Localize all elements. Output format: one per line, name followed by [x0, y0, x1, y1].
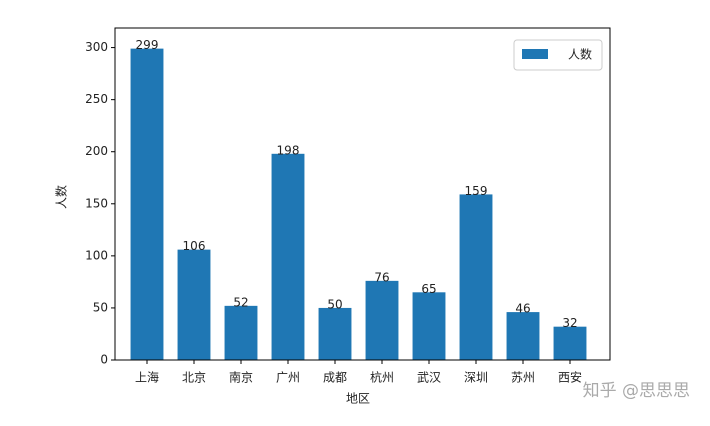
value-label: 106 [183, 239, 206, 253]
value-label: 52 [233, 295, 248, 309]
value-label: 65 [421, 282, 436, 296]
bar [318, 307, 352, 360]
y-tick-label: 150 [85, 196, 108, 210]
legend-swatch [522, 49, 548, 59]
y-tick-label: 250 [85, 92, 108, 106]
value-label: 198 [277, 143, 300, 157]
x-axis-label: 地区 [346, 392, 370, 406]
bar [224, 305, 258, 360]
x-tick-label: 成都 [323, 371, 347, 385]
x-tick-label: 广州 [276, 371, 300, 385]
y-tick-label: 300 [85, 40, 108, 54]
x-tick-label: 北京 [182, 371, 206, 385]
x-tick-label: 南京 [229, 370, 253, 385]
watermark: 知乎 @思思思 [583, 381, 690, 401]
value-label: 32 [562, 316, 577, 330]
value-label: 76 [374, 270, 389, 284]
y-tick-label: 0 [100, 353, 108, 367]
bar [506, 312, 540, 360]
bar [412, 292, 446, 360]
value-label: 299 [136, 38, 159, 52]
bar [271, 153, 305, 360]
y-tick-label: 100 [85, 248, 108, 262]
y-tick-label: 200 [85, 144, 108, 158]
value-label: 159 [465, 184, 488, 198]
bar [365, 280, 399, 360]
x-tick-label: 杭州 [370, 370, 394, 385]
y-tick-label: 50 [93, 300, 108, 314]
x-tick-label: 苏州 [511, 371, 535, 385]
x-tick-label: 上海 [135, 370, 159, 385]
y-axis-label: 人数 [54, 185, 69, 209]
bar [130, 48, 164, 360]
bar [177, 249, 211, 360]
axes-frame [114, 27, 611, 361]
legend-label: 人数 [568, 47, 592, 62]
legend-box [513, 39, 603, 71]
bar [459, 194, 493, 360]
value-label: 50 [327, 297, 342, 311]
x-tick-label: 武汉 [417, 371, 441, 385]
x-tick-label: 深圳 [464, 371, 488, 385]
bar [553, 326, 587, 360]
x-tick-label: 西安 [558, 370, 582, 385]
value-label: 46 [515, 302, 530, 316]
